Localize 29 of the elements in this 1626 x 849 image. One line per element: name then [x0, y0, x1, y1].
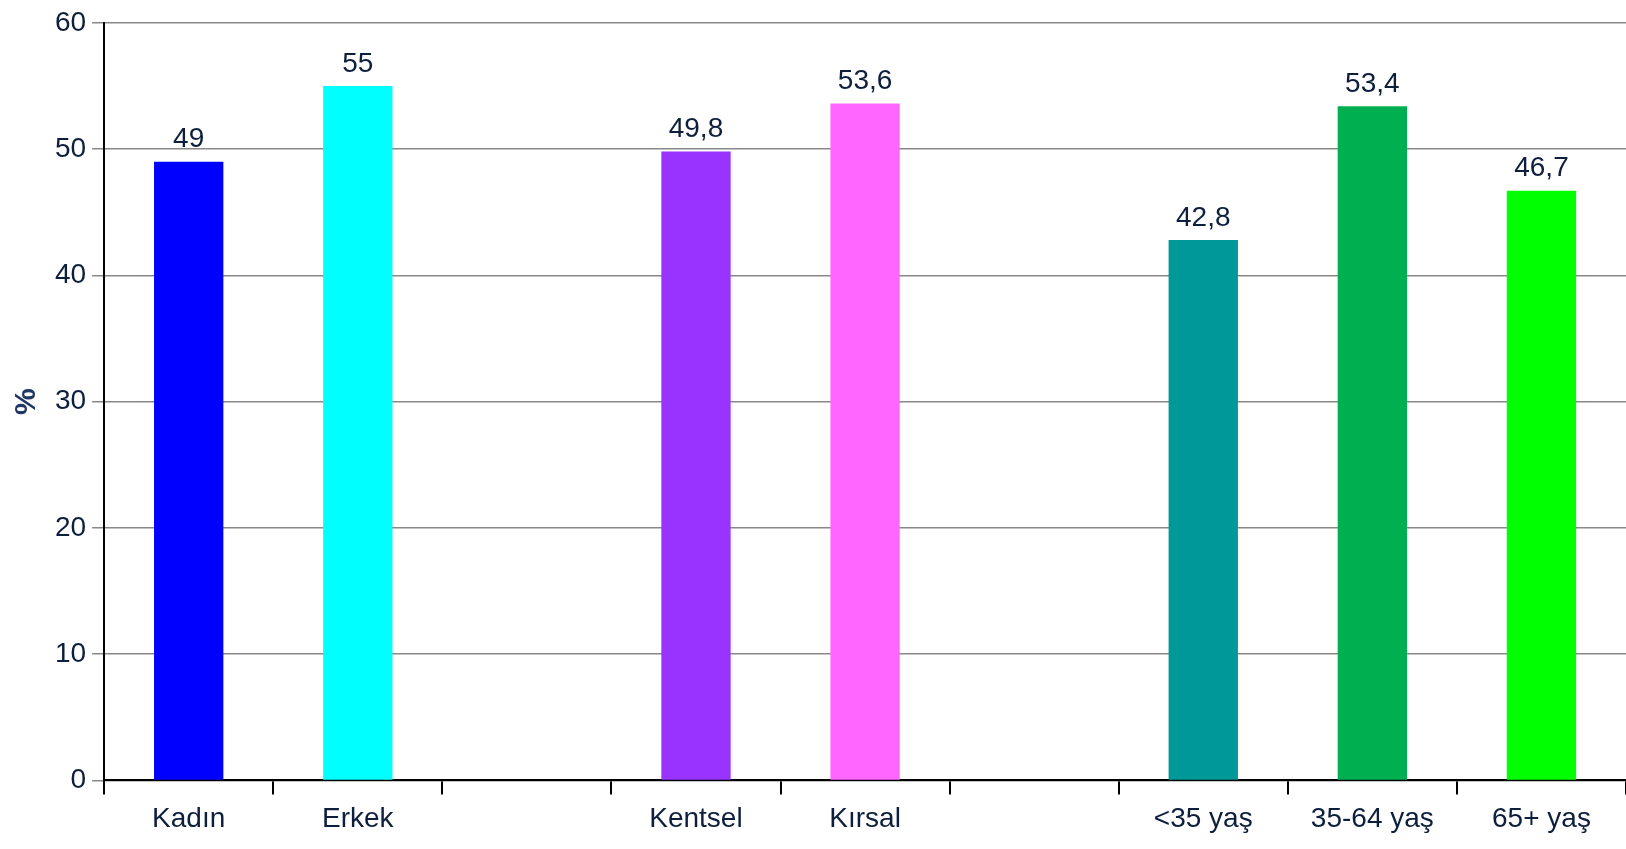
y-tick-label: 50: [54, 131, 87, 163]
y-tick-label: 20: [54, 510, 87, 542]
x-tick-label: Erkek: [322, 801, 395, 833]
data-label: 42,8: [1176, 200, 1231, 232]
bar: [1506, 190, 1577, 780]
y-tick-label: 40: [54, 258, 87, 290]
x-tick-label: Kırsal: [829, 801, 901, 833]
y-axis-title: %: [8, 388, 42, 415]
data-label: 53,4: [1345, 66, 1400, 98]
y-tick-label: 0: [70, 763, 87, 795]
bar: [1337, 106, 1408, 780]
x-tick-label: Kadın: [152, 801, 226, 833]
bar: [323, 85, 393, 780]
y-tick-label: 10: [54, 636, 87, 668]
bar: [1168, 239, 1238, 780]
x-tick-label: 65+ yaş: [1492, 801, 1591, 833]
bar: [661, 151, 731, 780]
bar: [830, 103, 900, 780]
y-tick-label: 30: [54, 384, 87, 416]
data-label: 53,6: [837, 64, 893, 96]
y-tick-label: 60: [54, 5, 87, 37]
data-label: 49,8: [668, 112, 724, 144]
data-label: 55: [342, 46, 374, 78]
bar: [154, 161, 224, 780]
x-tick-label: 35-64 yaş: [1310, 801, 1434, 833]
x-tick-label: <35 yaş: [1153, 801, 1253, 833]
x-tick-label: Kentsel: [649, 801, 743, 833]
data-label: 49: [173, 122, 205, 154]
data-label: 46,7: [1514, 151, 1569, 183]
